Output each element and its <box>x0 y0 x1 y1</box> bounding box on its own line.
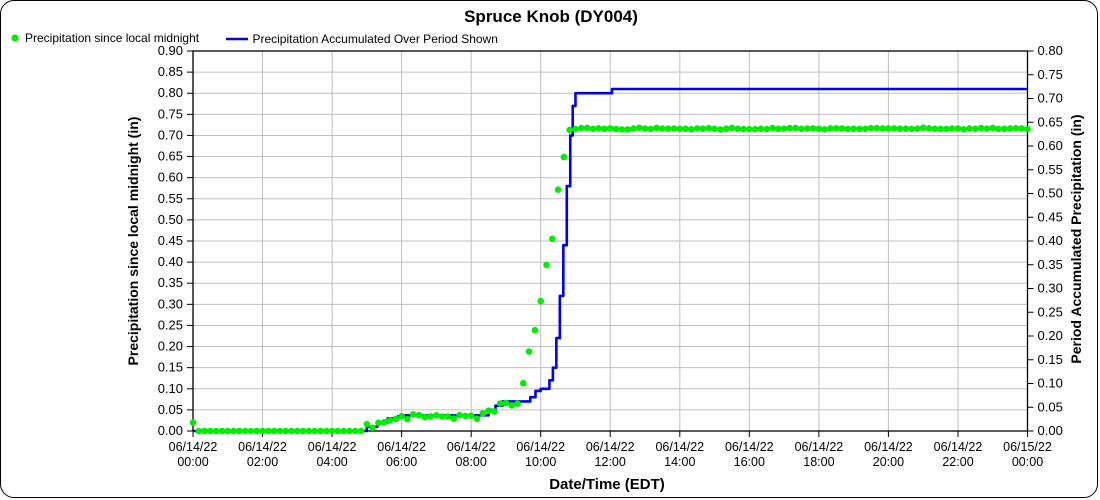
svg-text:06/14/22: 06/14/22 <box>308 440 357 454</box>
svg-text:0.00: 0.00 <box>1038 423 1063 438</box>
svg-text:06/14/22: 06/14/22 <box>377 440 426 454</box>
svg-text:06/14/22: 06/14/22 <box>725 440 774 454</box>
svg-text:0.55: 0.55 <box>158 191 183 206</box>
svg-text:0.35: 0.35 <box>1038 257 1063 272</box>
svg-text:06/14/22: 06/14/22 <box>238 440 287 454</box>
svg-text:06/14/22: 06/14/22 <box>516 440 565 454</box>
svg-text:0.00: 0.00 <box>158 423 183 438</box>
svg-text:06/14/22: 06/14/22 <box>586 440 635 454</box>
svg-text:0.30: 0.30 <box>158 296 183 311</box>
svg-text:Date/Time (EDT): Date/Time (EDT) <box>549 476 665 493</box>
svg-text:0.20: 0.20 <box>1038 328 1063 343</box>
svg-text:0.70: 0.70 <box>1038 91 1063 106</box>
svg-text:0.35: 0.35 <box>158 275 183 290</box>
svg-text:06/14/22: 06/14/22 <box>169 440 218 454</box>
svg-text:0.50: 0.50 <box>1038 186 1063 201</box>
svg-text:06/14/22: 06/14/22 <box>447 440 496 454</box>
svg-text:0.75: 0.75 <box>1038 67 1063 82</box>
svg-text:0.65: 0.65 <box>158 149 183 164</box>
svg-text:Precipitation since local midn: Precipitation since local midnight (in) <box>125 117 141 366</box>
svg-text:0.55: 0.55 <box>1038 162 1063 177</box>
svg-text:00:00: 00:00 <box>1012 455 1043 469</box>
svg-text:0.85: 0.85 <box>158 64 183 79</box>
svg-text:04:00: 04:00 <box>316 455 347 469</box>
svg-text:12:00: 12:00 <box>595 455 626 469</box>
svg-text:0.45: 0.45 <box>1038 209 1063 224</box>
svg-text:06/14/22: 06/14/22 <box>864 440 913 454</box>
svg-text:0.10: 0.10 <box>158 381 183 396</box>
svg-text:0.75: 0.75 <box>158 106 183 121</box>
svg-text:06/15/22: 06/15/22 <box>1003 440 1052 454</box>
svg-text:0.45: 0.45 <box>158 233 183 248</box>
svg-text:02:00: 02:00 <box>247 455 278 469</box>
svg-text:0.05: 0.05 <box>1038 399 1063 414</box>
svg-text:0.80: 0.80 <box>1038 43 1063 58</box>
svg-text:0.40: 0.40 <box>158 254 183 269</box>
svg-text:0.20: 0.20 <box>158 339 183 354</box>
svg-text:10:00: 10:00 <box>525 455 556 469</box>
svg-text:0.25: 0.25 <box>158 317 183 332</box>
svg-text:Period Accumulated Precipitati: Period Accumulated Precipitation (in) <box>1068 114 1084 363</box>
svg-text:0.60: 0.60 <box>158 170 183 185</box>
svg-text:0.05: 0.05 <box>158 402 183 417</box>
svg-text:0.65: 0.65 <box>1038 114 1063 129</box>
svg-text:0.10: 0.10 <box>1038 376 1063 391</box>
svg-text:0.50: 0.50 <box>158 212 183 227</box>
svg-text:06/14/22: 06/14/22 <box>655 440 704 454</box>
svg-text:0.70: 0.70 <box>158 127 183 142</box>
svg-text:06:00: 06:00 <box>386 455 417 469</box>
svg-text:0.25: 0.25 <box>1038 304 1063 319</box>
svg-text:0.40: 0.40 <box>1038 233 1063 248</box>
svg-text:0.60: 0.60 <box>1038 138 1063 153</box>
svg-text:0.30: 0.30 <box>1038 281 1063 296</box>
svg-text:18:00: 18:00 <box>803 455 834 469</box>
svg-text:06/14/22: 06/14/22 <box>795 440 844 454</box>
svg-text:20:00: 20:00 <box>873 455 904 469</box>
svg-text:0.15: 0.15 <box>1038 352 1063 367</box>
svg-text:14:00: 14:00 <box>664 455 695 469</box>
svg-text:08:00: 08:00 <box>456 455 487 469</box>
svg-text:16:00: 16:00 <box>734 455 765 469</box>
svg-text:0.80: 0.80 <box>158 85 183 100</box>
svg-text:00:00: 00:00 <box>177 455 208 469</box>
svg-text:22:00: 22:00 <box>942 455 973 469</box>
svg-text:06/14/22: 06/14/22 <box>934 440 983 454</box>
svg-text:0.15: 0.15 <box>158 360 183 375</box>
